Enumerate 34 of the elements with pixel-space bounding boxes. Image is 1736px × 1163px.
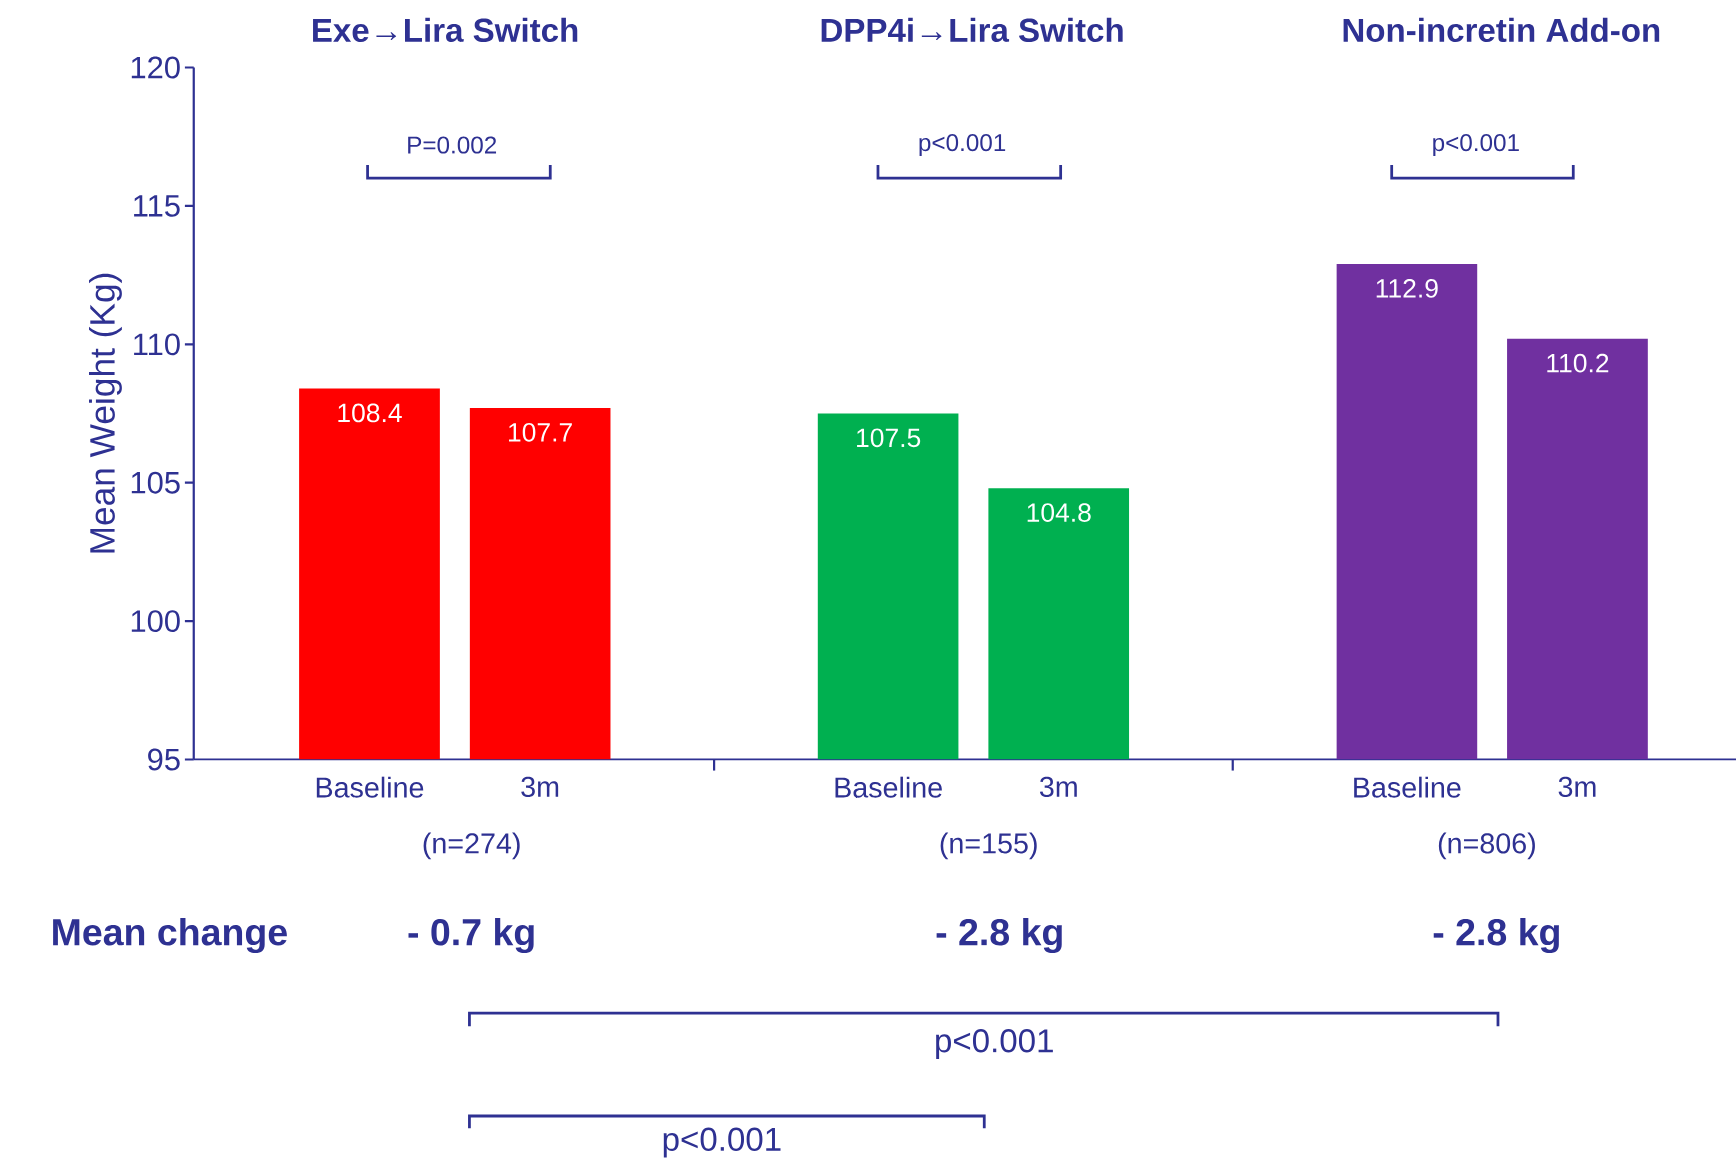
text: Non-incretin Add-on [1343, 17, 1660, 43]
data-label: 112.9 [1376, 279, 1438, 298]
text: - 0.7 kg [408, 918, 534, 954]
y-tick-label: 100 [131, 610, 180, 633]
annotation: p<0.001 [919, 134, 1006, 157]
text: - 2.8 kg [936, 918, 1062, 954]
text: Exe→Lira Switch [313, 17, 578, 43]
data-label: 110.2 [1547, 354, 1609, 373]
x-tick-label: 3m [1558, 776, 1596, 798]
data-label: 108.4 [338, 403, 402, 423]
x-tick-label: Baseline [835, 776, 942, 798]
y-tick-label: 95 [148, 748, 180, 771]
y-axis-title: Mean Weight (Kg) [89, 274, 122, 553]
text: (n=806) [1438, 832, 1535, 860]
x-tick-label: Baseline [1354, 776, 1461, 798]
x-tick-label: 3m [521, 776, 559, 798]
text: DPP4i→Lira Switch [821, 17, 1123, 43]
data-label: 104.8 [1027, 503, 1091, 523]
annotation: P=0.002 [408, 136, 497, 154]
text: p<0.001 [936, 1029, 1053, 1060]
text: - 2.8 kg [1433, 918, 1559, 954]
y-tick-label: 110 [134, 333, 180, 356]
x-tick-label: 3m [1039, 776, 1077, 798]
text: p<0.001 [663, 1127, 781, 1158]
text: (n=155) [940, 832, 1037, 860]
y-tick-label: 120 [131, 56, 180, 79]
y-tick-label: 115 [134, 195, 180, 217]
data-label: 107.5 [857, 428, 921, 448]
text: (n=274) [423, 832, 520, 860]
annotation: p<0.001 [1433, 134, 1519, 157]
x-tick-label: Baseline [316, 776, 424, 798]
text: Mean change [53, 918, 287, 954]
data-label: 107.7 [509, 423, 572, 442]
y-tick-label: 105 [131, 472, 180, 494]
